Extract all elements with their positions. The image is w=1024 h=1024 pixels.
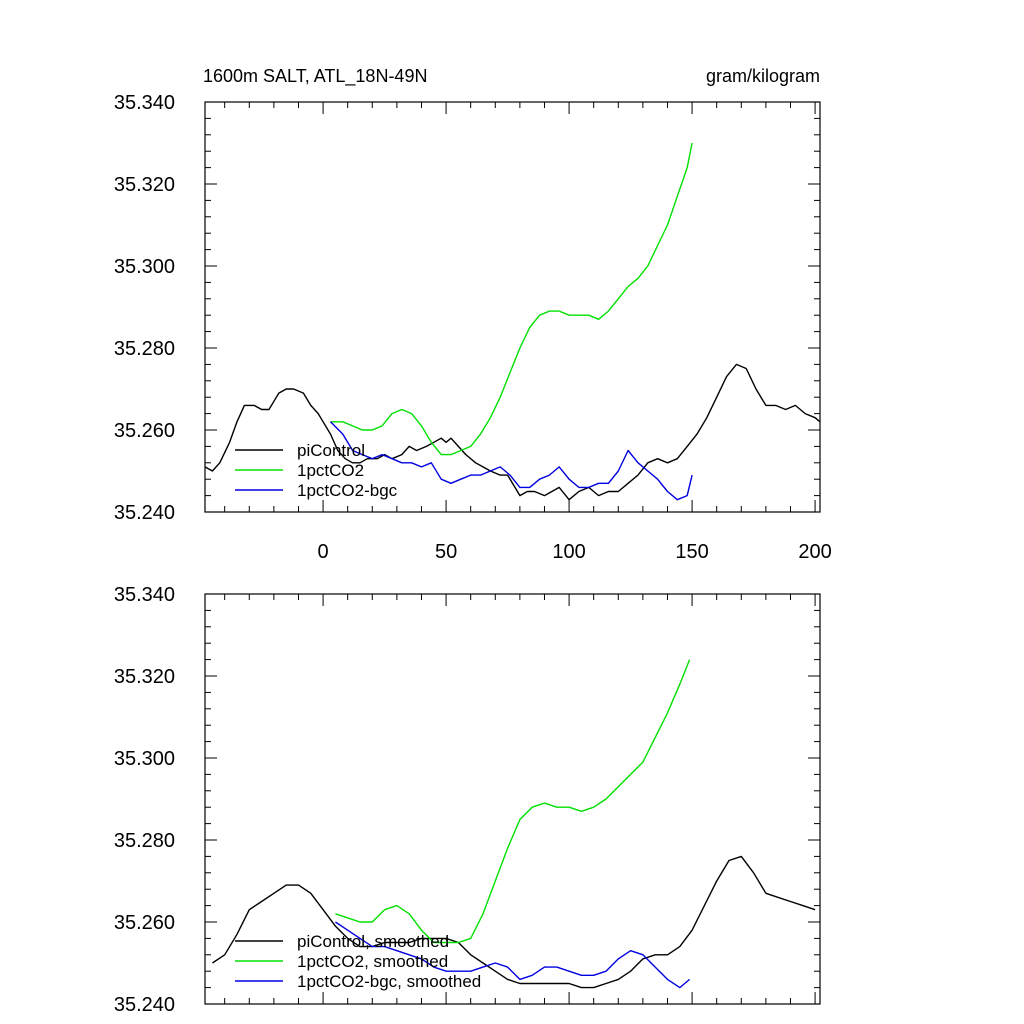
x-tick-label: 0 bbox=[318, 541, 329, 563]
y-tick-label: 35.320 bbox=[114, 174, 175, 196]
y-tick-label: 35.260 bbox=[114, 912, 175, 934]
legend-label-2: 1pctCO2, smoothed bbox=[297, 952, 448, 971]
y-tick-label: 35.300 bbox=[114, 748, 175, 770]
x-tick-label: 200 bbox=[798, 541, 831, 563]
legend-label-2: 1pctCO2 bbox=[297, 461, 364, 480]
chart-units: gram/kilogram bbox=[706, 66, 820, 86]
plot-frame bbox=[204, 593, 821, 1005]
x-tick-label: 150 bbox=[675, 541, 708, 563]
legend-label-1: piControl, smoothed bbox=[297, 932, 449, 951]
y-tick-label: 35.320 bbox=[114, 666, 175, 688]
y-tick-label: 35.280 bbox=[114, 830, 175, 852]
series-line-1 bbox=[212, 855, 816, 989]
series-line-2 bbox=[335, 659, 691, 944]
series-line-3 bbox=[330, 421, 693, 501]
legend-label-3: 1pctCO2-bgc bbox=[297, 481, 398, 500]
x-tick-label: 50 bbox=[435, 541, 457, 563]
chart-title: 1600m SALT, ATL_18N-49N bbox=[203, 66, 427, 87]
plot-frame bbox=[204, 101, 821, 513]
y-tick-label: 35.340 bbox=[114, 92, 175, 114]
series-line-3 bbox=[335, 921, 691, 989]
legend-label-3: 1pctCO2-bgc, smoothed bbox=[297, 972, 481, 991]
y-tick-label: 35.280 bbox=[114, 338, 175, 360]
series-line-1 bbox=[204, 363, 821, 501]
y-tick-label: 35.300 bbox=[114, 256, 175, 278]
y-tick-label: 35.240 bbox=[114, 994, 175, 1016]
y-tick-label: 35.340 bbox=[114, 584, 175, 606]
x-tick-label: 100 bbox=[552, 541, 585, 563]
y-tick-label: 35.240 bbox=[114, 502, 175, 524]
bottom-plot-panel: 35.240 35.260 35.280 35.300 35.320 35.340 piCo… bbox=[114, 584, 821, 1016]
top-plot-panel: 35.240 35.260 35.280 35.300 35.320 35.340 0 50 1… bbox=[114, 92, 832, 563]
legend-label-1: piControl bbox=[297, 441, 365, 460]
y-tick-label: 35.260 bbox=[114, 420, 175, 442]
series-line-2 bbox=[330, 142, 693, 456]
